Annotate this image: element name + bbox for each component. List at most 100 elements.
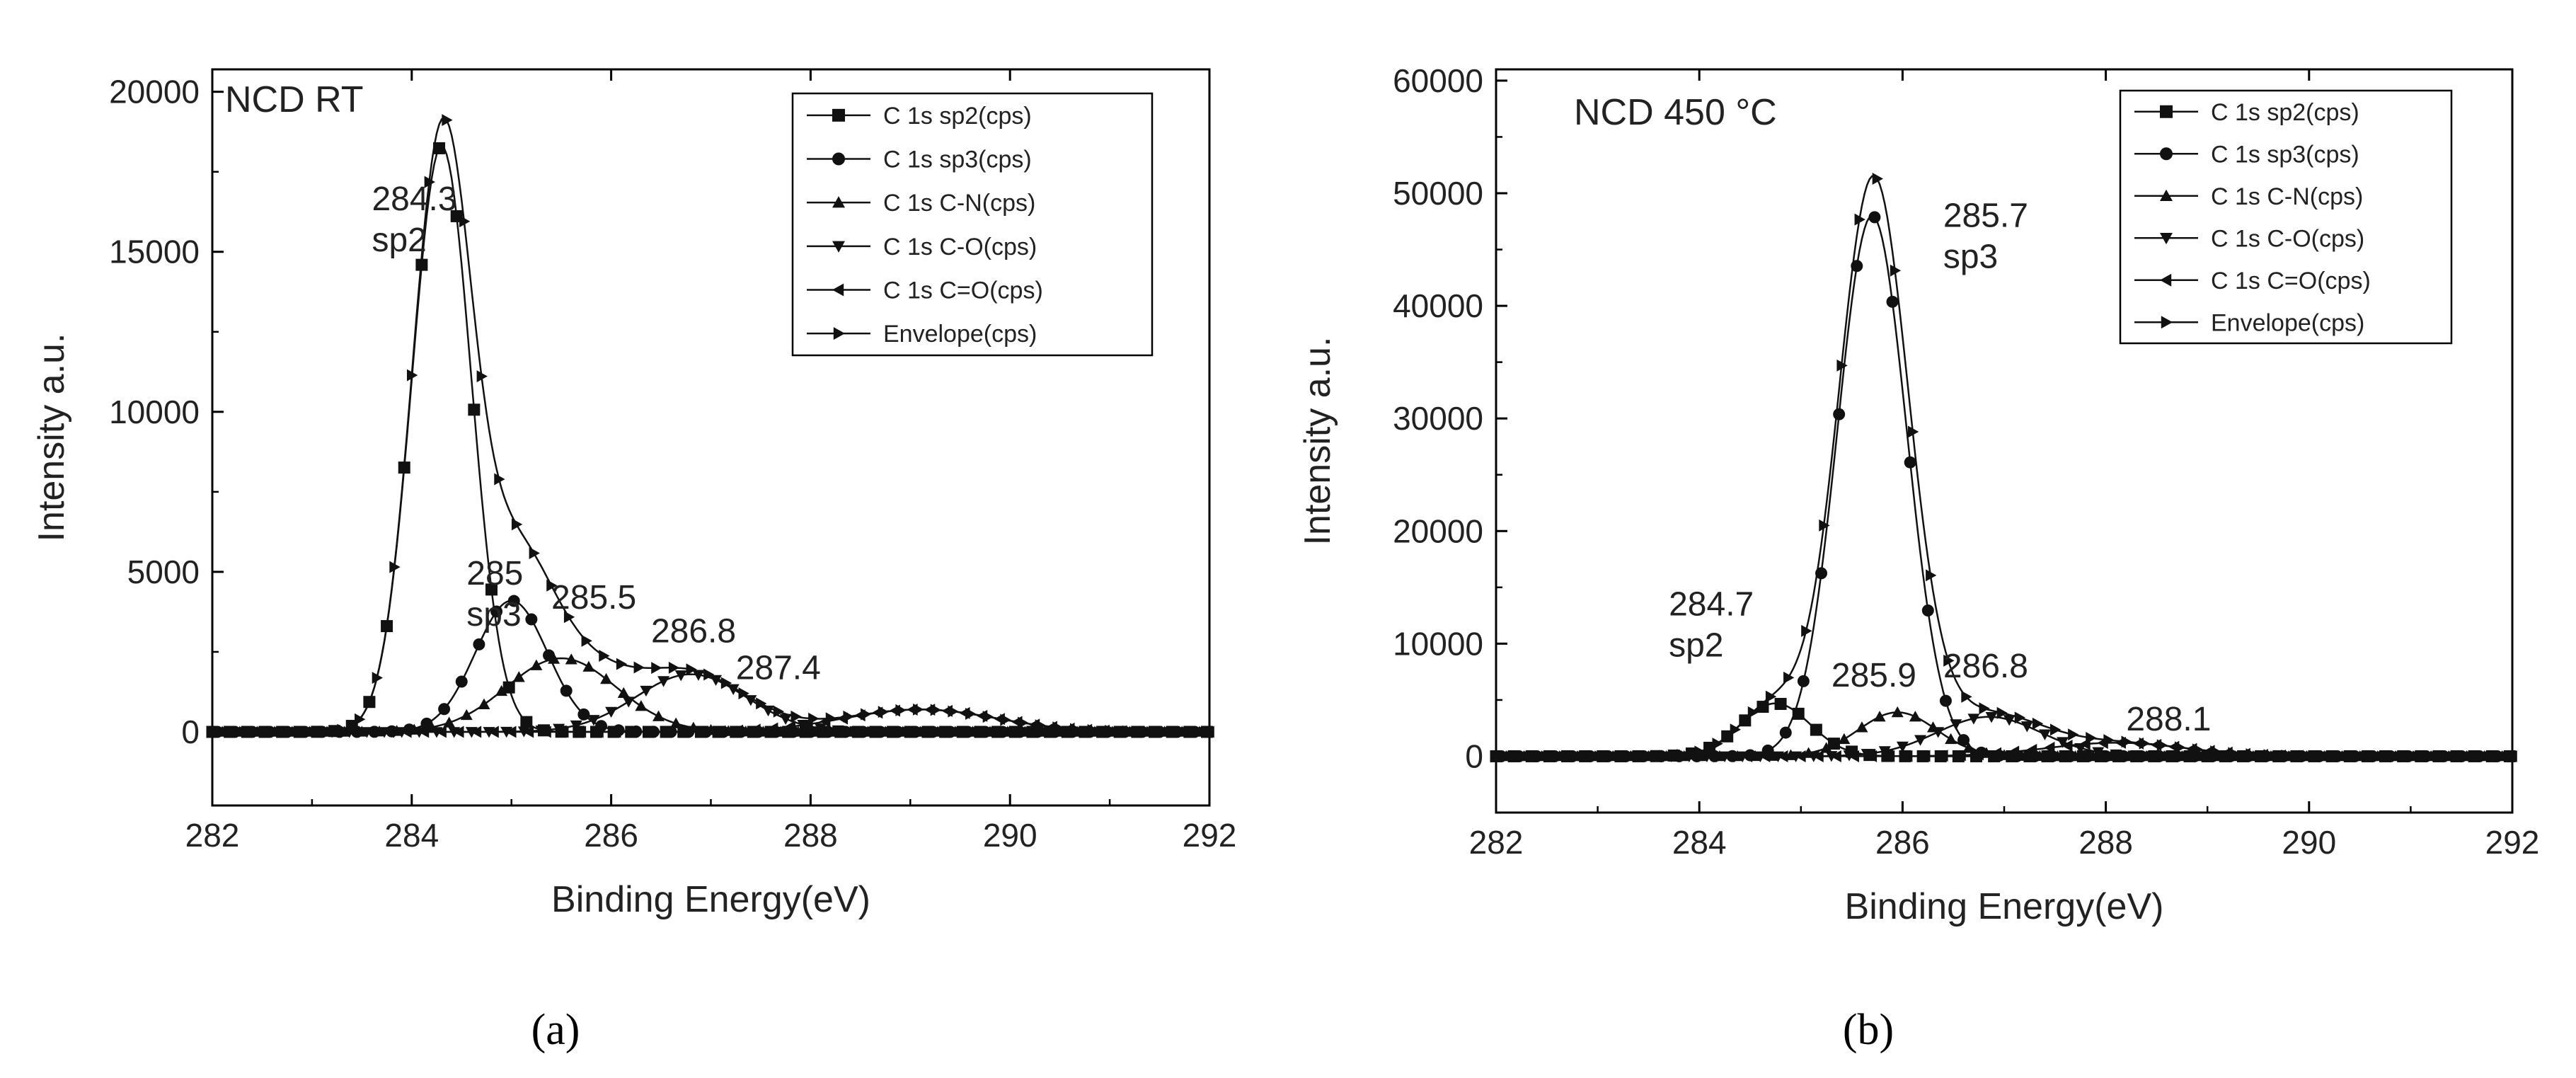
series-point	[319, 726, 331, 738]
series-point	[715, 725, 726, 738]
series-point	[895, 704, 907, 716]
series-point	[2087, 750, 2100, 762]
series-point	[808, 712, 820, 725]
series-point	[2423, 750, 2435, 762]
series-point	[749, 723, 761, 736]
series-point	[1967, 713, 1980, 725]
peak-annotation: 288.1	[2126, 701, 2211, 738]
series-point	[686, 663, 697, 676]
series-point	[1896, 741, 1909, 753]
series-point	[1774, 697, 1787, 710]
y-tick-label: 50000	[1393, 175, 1483, 212]
series-point	[502, 681, 515, 694]
series-point	[577, 708, 590, 721]
series-point	[546, 579, 558, 592]
series-point	[337, 723, 348, 736]
series-point	[861, 708, 872, 721]
y-tick-label: 20000	[109, 74, 200, 110]
series-point	[738, 687, 749, 700]
series-point	[2156, 739, 2168, 752]
series-point	[1865, 750, 1878, 762]
series-point	[827, 726, 839, 737]
series-point	[1985, 712, 1998, 723]
series-point	[1777, 750, 1788, 762]
series-point	[438, 703, 451, 716]
legend-marker	[832, 241, 845, 253]
series-point	[1868, 211, 1881, 224]
series-point	[2441, 750, 2453, 762]
series-point	[2105, 750, 2117, 762]
series-point	[790, 710, 802, 723]
series-point	[2405, 750, 2417, 762]
legend-marker	[2160, 105, 2173, 118]
series-point	[617, 687, 630, 699]
series-point	[1996, 706, 2008, 719]
series-point	[1902, 750, 1913, 762]
legend-entry: C 1s C-N(cps)	[2211, 183, 2363, 210]
peak-annotation: 285	[466, 555, 523, 592]
series-point	[930, 704, 942, 716]
series-point	[2044, 741, 2055, 754]
chart-panel-a: 282 284 286 288 290 292 0 5000 10000 15000 20000 Bi…	[31, 68, 1236, 1054]
series-point	[1756, 701, 1769, 713]
x-tick-label: 284	[384, 817, 439, 854]
series-point	[1587, 750, 1599, 762]
series-point	[1069, 723, 1081, 735]
legend-marker	[832, 108, 845, 122]
x-tick-label: 286	[1875, 824, 1930, 861]
series-point	[2210, 745, 2221, 758]
series-point	[884, 727, 897, 738]
series-envelope-cps-	[1496, 172, 2512, 762]
series-point	[767, 722, 778, 735]
series-point	[2038, 729, 2051, 740]
series-point	[948, 705, 959, 718]
series-point	[1000, 713, 1011, 726]
series-point	[635, 700, 648, 711]
series-point	[849, 726, 862, 738]
series-point	[1961, 690, 1972, 703]
series-point	[2335, 750, 2346, 762]
series-point	[2033, 750, 2046, 762]
peak-annotation: 286.8	[651, 612, 736, 650]
series-point	[558, 726, 569, 738]
series-point	[459, 215, 471, 228]
series-point	[1052, 721, 1064, 734]
series-point	[1759, 750, 1771, 762]
series-point	[2092, 747, 2105, 758]
series-point	[389, 561, 401, 573]
series-point	[1694, 745, 1706, 758]
series-point	[1909, 711, 1921, 722]
legend: C 1s sp2(cps) C 1s sp3(cps) C 1s C-N(cps) C…	[791, 92, 1154, 357]
series-point	[1886, 295, 1899, 308]
series-point	[2050, 723, 2062, 736]
series-point	[2051, 750, 2064, 762]
series-envelope-cps-	[212, 114, 1209, 738]
series-point	[494, 473, 505, 486]
series-point	[1907, 425, 1919, 438]
series-point	[954, 727, 967, 738]
series-point	[1990, 747, 2002, 759]
series-point	[2246, 748, 2257, 761]
series-point	[1890, 264, 1902, 277]
series-point	[2032, 717, 2044, 730]
series-point	[2174, 741, 2186, 754]
legend-entry: C 1s C=O(cps)	[883, 277, 1043, 304]
panel-label: (b)	[1843, 1006, 1894, 1054]
series-point	[582, 660, 595, 672]
series-point	[1552, 750, 1563, 762]
y-tick-label: 60000	[1393, 62, 1483, 99]
series-point	[2068, 728, 2079, 741]
series-point	[443, 716, 456, 728]
x-tick-label: 282	[185, 817, 240, 854]
series-point	[1035, 719, 1046, 732]
series-point	[1891, 706, 1904, 718]
series-point	[843, 710, 854, 723]
series-point	[1779, 726, 1792, 739]
series-point	[1730, 723, 1741, 736]
y-axis-label: Intensity a.u.	[31, 333, 72, 542]
series-point	[2263, 749, 2275, 762]
chart-panel-b: 282 284 286 288 290 292 0 10000 20000 30000 40000 5…	[1297, 62, 2539, 1054]
legend-marker	[2160, 189, 2173, 201]
legend-entry: C 1s C-O(cps)	[2211, 225, 2364, 252]
